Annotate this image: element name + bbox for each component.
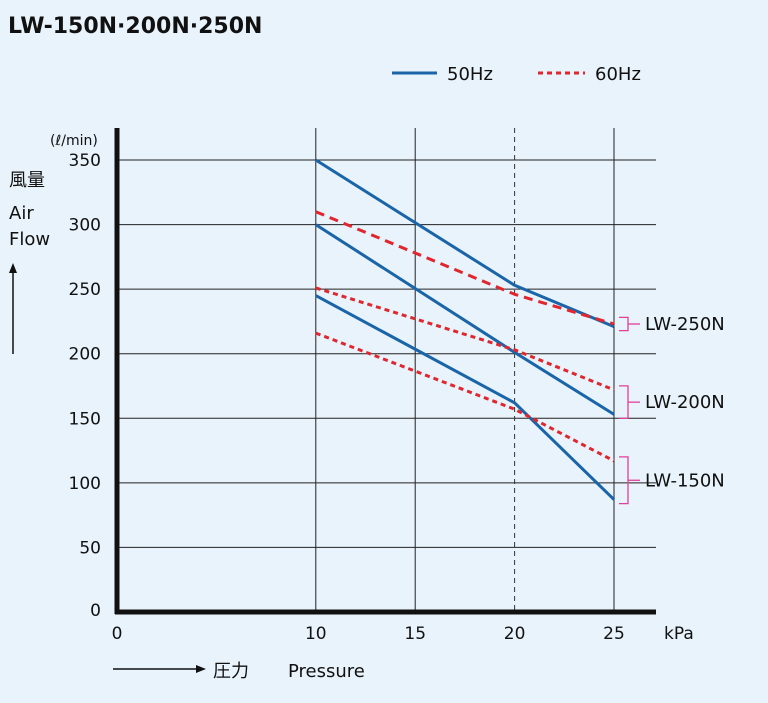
chart-title: LW-150N·200N·250N <box>8 14 262 39</box>
x-tick-label: 25 <box>603 624 625 644</box>
series-line-lw-150n-60hz <box>316 333 614 461</box>
x-tick-label: 0 <box>112 624 123 644</box>
y-tick-label: 150 <box>69 409 101 429</box>
group-label-lw-150n: LW-150N <box>645 470 725 491</box>
y-tick-label: 250 <box>69 280 101 300</box>
x-label-en: Pressure <box>288 661 365 682</box>
legend-label-50hz: 50Hz <box>447 64 493 85</box>
x-tick-label: 20 <box>504 624 526 644</box>
bracket-lw-200n <box>619 386 628 419</box>
group-label-lw-250n: LW-250N <box>645 314 725 335</box>
x-unit-label: kPa <box>664 624 694 644</box>
y-tick-label: 100 <box>69 474 101 494</box>
y-label-en-1: Air <box>9 203 34 224</box>
x-arrow-head <box>196 665 206 673</box>
x-tick-label: 15 <box>404 624 426 644</box>
x-label-jp: 圧力 <box>213 661 249 682</box>
bracket-lw-150n <box>619 457 628 504</box>
y-label-en-2: Flow <box>9 229 50 250</box>
group-label-lw-200n: LW-200N <box>645 392 725 413</box>
y-tick-label: 300 <box>69 216 101 236</box>
y-tick-label: 50 <box>79 538 101 558</box>
y-label-jp: 風量 <box>9 170 45 191</box>
series-line-lw-150n-50hz <box>316 296 614 500</box>
y-arrow-head <box>9 263 17 273</box>
y-tick-label: 200 <box>69 345 101 365</box>
y-unit-label: (ℓ/min) <box>50 133 98 149</box>
bracket-lw-250n <box>619 317 628 330</box>
y-tick-label: 350 <box>69 151 101 171</box>
legend-label-60hz: 60Hz <box>595 64 641 85</box>
y-tick-label: 0 <box>90 601 101 621</box>
x-tick-label: 10 <box>305 624 327 644</box>
